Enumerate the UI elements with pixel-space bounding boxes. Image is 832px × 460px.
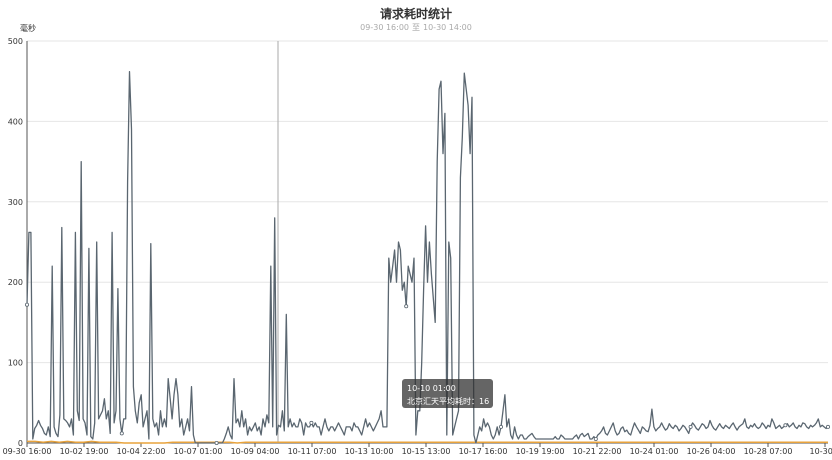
data-point[interactable] — [309, 420, 314, 425]
data-point[interactable] — [214, 440, 219, 445]
chart-subtitle: 09-30 16:00 至 10-30 14:00 — [0, 22, 832, 33]
data-point[interactable] — [24, 302, 29, 307]
y-tick-label: 400 — [8, 117, 23, 126]
x-tick-label: 10-04 22:00 — [117, 447, 166, 456]
y-tick-label: 300 — [8, 198, 23, 207]
data-point[interactable] — [688, 424, 693, 429]
subtitle-to: 10-30 14:00 — [423, 23, 472, 32]
x-tick-label: 10-17 16:00 — [459, 447, 508, 456]
x-tick-label: 10-15 13:00 — [402, 447, 451, 456]
series-line[interactable] — [26, 70, 829, 444]
baseline-series-line — [27, 440, 828, 444]
tooltip-colon: ： — [471, 397, 479, 406]
x-tick-label: 10-13 10:00 — [345, 447, 394, 456]
x-tick-label: 10-11 07:00 — [288, 447, 337, 456]
x-tick-label: 10-02 19:00 — [60, 447, 109, 456]
x-tick-label: 10-19 19:00 — [516, 447, 565, 456]
data-point[interactable] — [783, 423, 788, 428]
plot-area — [24, 70, 831, 445]
x-axis: 09-30 16:00 10-02 19:00 10-04 22:00 10-07 0… — [3, 442, 832, 456]
y-tick-label: 500 — [8, 37, 23, 46]
tooltip-series-name: 北京汇天平均耗时 — [407, 397, 471, 406]
y-axis: 0 100 200 300 400 500 — [8, 37, 28, 448]
x-tick-label: 10-26 04:00 — [687, 447, 736, 456]
x-tick-label: 10-30 1 — [810, 447, 832, 456]
tooltip: 10-10 01:00 北京汇天平均耗时：16 — [402, 379, 493, 408]
x-tick-label: 09-30 16:00 — [3, 447, 52, 456]
data-point[interactable] — [498, 424, 503, 429]
x-tick-label: 10-07 01:00 — [174, 447, 223, 456]
y-tick-label: 100 — [8, 359, 23, 368]
chart-title: 请求耗时统计 — [379, 7, 452, 21]
tooltip-time: 10-10 01:00 — [407, 384, 456, 393]
subtitle-from: 09-30 16:00 — [360, 23, 409, 32]
tooltip-value-row: 北京汇天平均耗时：16 — [407, 395, 493, 408]
subtitle-sep: 至 — [412, 23, 420, 32]
x-tick-label: 10-28 07:00 — [744, 447, 793, 456]
data-point[interactable] — [404, 304, 409, 309]
data-point[interactable] — [826, 424, 831, 429]
x-tick-label: 10-21 22:00 — [573, 447, 622, 456]
y-tick-label: 0 — [18, 439, 23, 448]
y-axis-label: 毫秒 — [20, 24, 36, 33]
data-point[interactable] — [119, 431, 124, 436]
x-tick-label: 10-24 01:00 — [630, 447, 679, 456]
y-tick-label: 200 — [8, 278, 23, 287]
tooltip-value: 16 — [479, 397, 490, 406]
data-point[interactable] — [593, 436, 598, 441]
x-tick-label: 10-09 04:00 — [231, 447, 280, 456]
